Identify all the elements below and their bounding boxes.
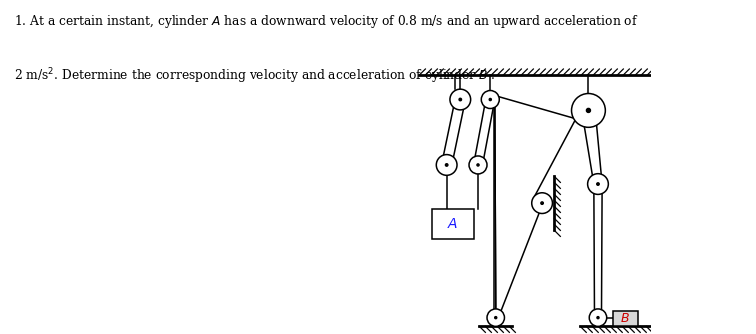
Circle shape xyxy=(589,309,607,326)
Circle shape xyxy=(597,317,599,319)
Text: $B$: $B$ xyxy=(621,312,631,325)
Circle shape xyxy=(477,164,479,166)
Circle shape xyxy=(541,202,544,204)
Circle shape xyxy=(482,91,499,109)
Circle shape xyxy=(587,109,590,113)
Circle shape xyxy=(459,98,461,101)
Circle shape xyxy=(572,94,606,127)
Circle shape xyxy=(489,99,491,101)
Text: $A$: $A$ xyxy=(447,216,458,230)
Circle shape xyxy=(587,174,609,194)
Circle shape xyxy=(436,155,457,175)
Circle shape xyxy=(450,89,471,110)
Circle shape xyxy=(531,193,553,213)
Bar xyxy=(613,311,637,326)
Circle shape xyxy=(487,309,504,326)
Bar xyxy=(432,208,474,238)
Text: 2 m/s$^{2}$. Determine the corresponding velocity and acceleration of cylinder $: 2 m/s$^{2}$. Determine the corresponding… xyxy=(14,66,495,86)
Circle shape xyxy=(596,183,600,185)
Circle shape xyxy=(494,317,497,319)
Circle shape xyxy=(469,156,487,174)
Text: 1. At a certain instant, cylinder $\mathit{A}$ has a downward velocity of 0.8 m/: 1. At a certain instant, cylinder $\math… xyxy=(14,13,638,30)
Circle shape xyxy=(445,164,448,166)
